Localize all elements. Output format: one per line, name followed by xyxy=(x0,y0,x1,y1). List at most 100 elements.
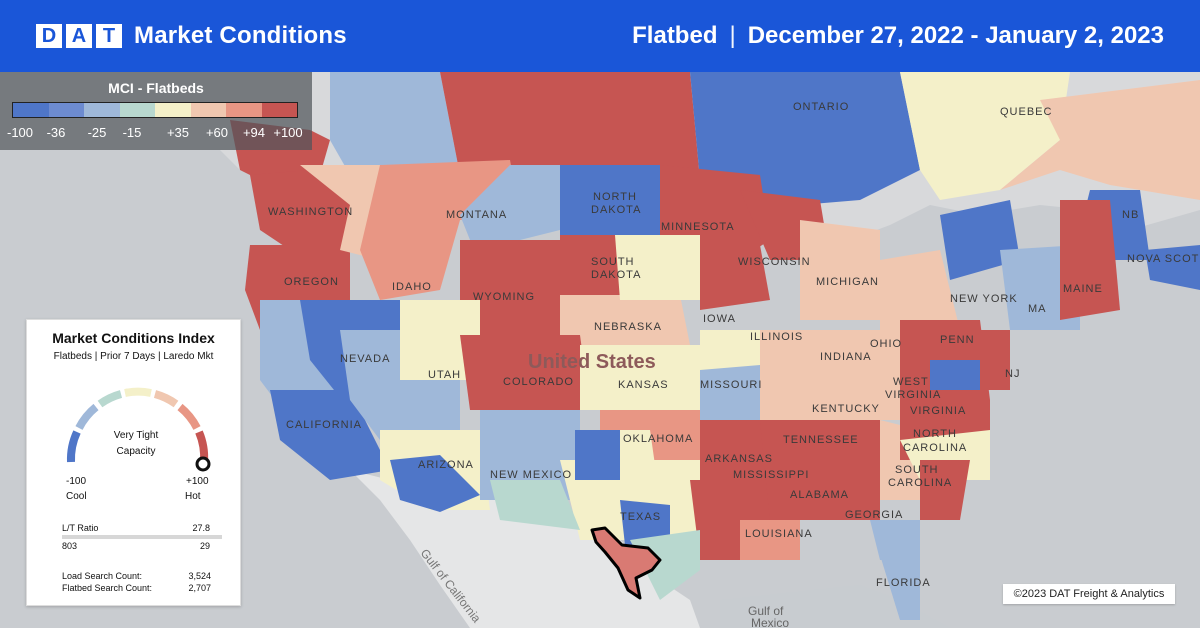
legend-swatch xyxy=(190,103,226,117)
label-virginia: VIRGINIA xyxy=(910,405,966,417)
label-south-carolina-2: CAROLINA xyxy=(888,477,952,489)
label-nevada: NEVADA xyxy=(340,353,390,365)
label-utah: UTAH xyxy=(428,369,461,381)
legend-title: MCI - Flatbeds xyxy=(108,80,204,96)
flatbed-search-label: Flatbed Search Count: xyxy=(62,583,153,593)
legend-swatch xyxy=(226,103,262,117)
label-oregon: OREGON xyxy=(284,276,339,288)
label-mexico: Mexico xyxy=(751,616,789,628)
label-washington: WASHINGTON xyxy=(268,206,353,218)
label-north-carolina-1: NORTH xyxy=(913,428,957,440)
label-ma: MA xyxy=(1028,303,1047,315)
label-north-carolina-2: CAROLINA xyxy=(903,442,967,454)
legend-tick: -36 xyxy=(46,125,66,140)
label-montana: MONTANA xyxy=(446,209,507,221)
label-louisiana: LOUISIANA xyxy=(745,528,813,540)
mci-gauge xyxy=(66,387,211,472)
label-mississippi: MISSISSIPPI xyxy=(733,469,809,481)
lt-ratio-bar xyxy=(62,535,222,539)
label-iowa: IOWA xyxy=(703,313,736,325)
label-minnesota: MINNESOTA xyxy=(661,221,735,233)
gauge-indicator xyxy=(195,456,211,472)
label-georgia: GEORGIA xyxy=(845,509,903,521)
label-west-1: WEST xyxy=(893,376,929,388)
label-new-mexico: NEW MEXICO xyxy=(490,469,572,481)
label-indiana: INDIANA xyxy=(820,351,872,363)
label-ohio: OHIO xyxy=(870,338,902,350)
load-search-label: Load Search Count: xyxy=(62,571,143,581)
label-kentucky: KENTUCKY xyxy=(812,403,880,415)
label-alabama: ALABAMA xyxy=(790,489,849,501)
label-colorado: COLORADO xyxy=(503,376,574,388)
label-quebec: QUEBEC xyxy=(1000,106,1052,118)
legend-swatch xyxy=(48,103,84,117)
label-florida: FLORIDA xyxy=(876,577,931,589)
label-idaho: IDAHO xyxy=(392,281,432,293)
label-michigan: MICHIGAN xyxy=(816,276,879,288)
gauge-min-value: -100 xyxy=(66,476,87,487)
label-tennessee: TENNESSEE xyxy=(783,434,859,446)
label-south-carolina-1: SOUTH xyxy=(895,464,939,476)
lt-right-value: 29 xyxy=(199,541,210,551)
separator: | xyxy=(729,22,736,49)
label-gulf-of: Gulf of xyxy=(748,604,784,618)
label-illinois: ILLINOIS xyxy=(750,331,803,343)
label-california: CALIFORNIA xyxy=(286,419,362,431)
market-map: ONTARIO QUEBEC NORTH DAKOTA SOUTH DAKOTA… xyxy=(0,72,1200,628)
legend-tick: -15 xyxy=(122,125,142,140)
legend-tick: -100 xyxy=(6,125,34,140)
lt-ratio-value: 27.8 xyxy=(192,523,210,533)
label-arizona: ARIZONA xyxy=(418,459,474,471)
date-range: December 27, 2022 - January 2, 2023 xyxy=(747,22,1164,49)
legend-swatch xyxy=(155,103,191,117)
legend-tick: -25 xyxy=(87,125,107,140)
label-wisconsin: WISCONSIN xyxy=(738,256,811,268)
label-south-2: DAKOTA xyxy=(591,269,641,281)
label-penn: PENN xyxy=(940,334,975,346)
dat-logo: D A T xyxy=(36,24,122,48)
label-oklahoma: OKLAHOMA xyxy=(623,433,693,445)
header-bar: D A T Market Conditions Flatbed | Decemb… xyxy=(0,0,1200,72)
label-nj: NJ xyxy=(1005,368,1020,380)
label-nb: NB xyxy=(1122,209,1139,221)
page-title: Market Conditions xyxy=(134,22,347,49)
label-united-states: United States xyxy=(528,351,656,373)
gauge-status: Very Tight Capacity xyxy=(113,430,159,457)
label-new-york: NEW YORK xyxy=(950,293,1018,305)
gauge-max-label: Hot xyxy=(185,491,201,502)
gauge-min-label: Cool xyxy=(66,491,87,502)
label-texas: TEXAS xyxy=(620,511,661,523)
market-conditions-card: Market Conditions Index Flatbeds | Prior… xyxy=(26,319,241,606)
label-maine: MAINE xyxy=(1063,283,1103,295)
legend-swatch xyxy=(261,103,297,117)
label-north-2: DAKOTA xyxy=(591,204,641,216)
card-subtitle: Flatbeds | Prior 7 Days | Laredo Mkt xyxy=(53,351,214,362)
legend-tick: +60 xyxy=(205,125,229,140)
period-title: Flatbed | December 27, 2022 - January 2,… xyxy=(632,22,1164,50)
label-wyoming: WYOMING xyxy=(473,291,535,303)
lt-left-value: 803 xyxy=(62,541,78,551)
legend-swatch xyxy=(119,103,155,117)
legend-tick: +94 xyxy=(242,125,266,140)
label-arkansas: ARKANSAS xyxy=(705,453,773,465)
card-title: Market Conditions Index xyxy=(52,330,215,346)
legend-tick: +35 xyxy=(166,125,190,140)
legend-ticks: -100 -36 -25 -15 +35 +60 +94 +100 xyxy=(0,125,312,143)
legend-swatch xyxy=(84,103,120,117)
equipment-label: Flatbed xyxy=(632,22,718,49)
label-south-1: SOUTH xyxy=(591,256,635,268)
copyright-badge: ©2023 DAT Freight & Analytics xyxy=(1003,584,1175,604)
legend-color-bar xyxy=(12,102,298,118)
label-kansas: KANSAS xyxy=(618,379,669,391)
gauge-max-value: +100 xyxy=(186,476,209,487)
label-north-1: NORTH xyxy=(593,191,637,203)
label-missouri: MISSOURI xyxy=(700,379,762,391)
lt-ratio-label: L/T Ratio xyxy=(62,523,99,533)
mci-legend: MCI - Flatbeds -100 -36 -25 -15 +35 +60 … xyxy=(0,72,312,150)
legend-swatch xyxy=(13,103,49,117)
label-nova-scotia: NOVA SCOTIA xyxy=(1127,253,1200,265)
label-ontario: ONTARIO xyxy=(793,101,849,113)
label-west-2: VIRGINIA xyxy=(885,389,941,401)
load-search-value: 3,524 xyxy=(188,571,211,581)
label-nebraska: NEBRASKA xyxy=(594,321,662,333)
